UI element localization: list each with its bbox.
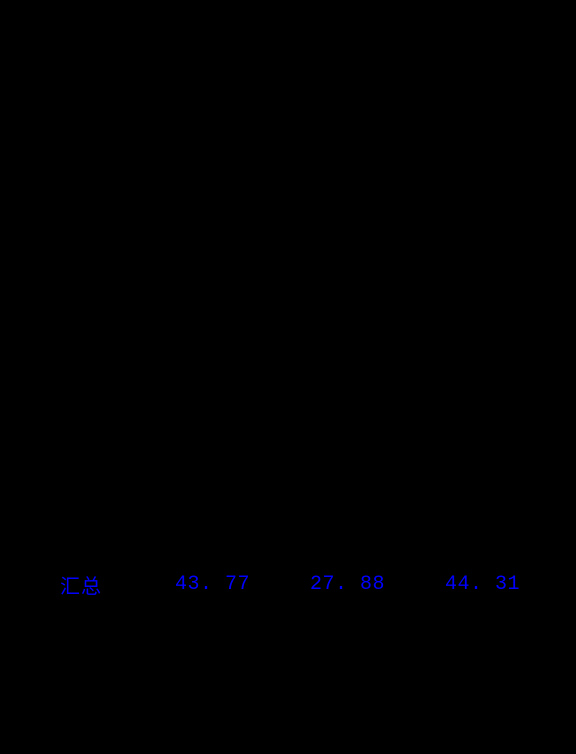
summary-value-1: 43. 77 (145, 573, 280, 596)
summary-label: 汇总 (0, 570, 145, 599)
summary-row: 汇总 43. 77 27. 88 44. 31 (0, 570, 576, 599)
summary-value-3: 44. 31 (415, 573, 550, 596)
summary-value-2: 27. 88 (280, 573, 415, 596)
